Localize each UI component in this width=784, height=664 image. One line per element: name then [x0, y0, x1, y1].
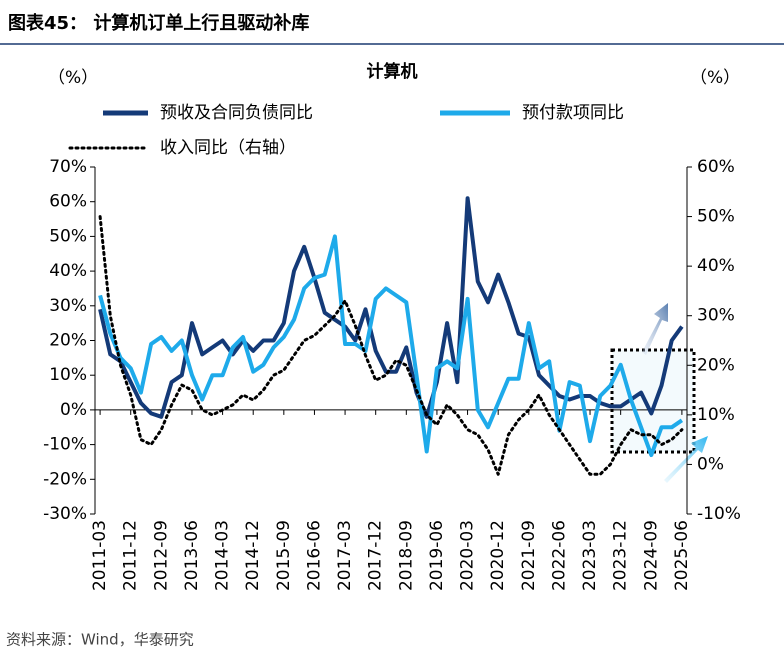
y-tick-label: 50% [49, 226, 87, 246]
legend-label: 收入同比（右轴） [160, 138, 296, 158]
x-tick-label: 2020-03 [458, 520, 478, 591]
y2-tick-label: -10% [697, 504, 741, 524]
y2-axis-label: （%） [690, 68, 740, 88]
x-tick-label: 2012-09 [151, 520, 171, 591]
y2-tick-label: 10% [697, 405, 735, 425]
x-tick-label: 2017-12 [366, 520, 386, 591]
x-tick-label: 2022-06 [549, 520, 569, 591]
y-tick-label: 0% [60, 400, 87, 420]
series-line [98, 196, 684, 419]
x-tick-label: 2025-06 [672, 520, 692, 591]
y-tick-label: -10% [43, 435, 87, 455]
legend-label: 预付款项同比 [522, 103, 624, 123]
y2-tick-label: 20% [697, 355, 735, 375]
x-tick-label: 2014-12 [243, 520, 263, 591]
arrow-up [642, 303, 668, 355]
x-tick-label: 2023-03 [580, 520, 600, 591]
x-tick-label: 2019-06 [427, 520, 447, 591]
y-tick-label: 60% [49, 192, 87, 212]
x-tick-label: 2021-09 [519, 520, 539, 591]
chart-title: 计算机 [367, 61, 418, 82]
y2-tick-label: 50% [697, 207, 735, 227]
series-line [98, 215, 684, 476]
x-tick-label: 2016-06 [304, 520, 324, 591]
y2-tick-label: 30% [697, 306, 735, 326]
legend-label: 预收及合同负债同比 [160, 103, 313, 123]
arrow-up [664, 436, 708, 483]
x-tick-label: 2015-09 [274, 520, 294, 591]
y-tick-label: -20% [43, 469, 87, 489]
x-tick-label: 2013-06 [182, 520, 202, 591]
y2-tick-label: 40% [697, 256, 735, 276]
x-tick-label: 2011-12 [121, 520, 141, 591]
y-axis-label: （%） [48, 68, 98, 88]
y-tick-label: 40% [49, 261, 87, 281]
x-tick-label: 2023-12 [611, 520, 631, 591]
x-tick-label: 2014-03 [213, 520, 233, 591]
source: 资料来源：Wind，华泰研究 [6, 631, 194, 649]
y-tick-label: 70% [49, 157, 87, 177]
x-tick-label: 2017-03 [335, 520, 355, 591]
y-tick-label: -30% [43, 504, 87, 524]
page-title: 图表45： 计算机订单上行且驱动补库 [8, 12, 309, 34]
series-line [98, 234, 684, 457]
x-tick-label: 2011-03 [90, 520, 110, 591]
x-tick-label: 2018-09 [396, 520, 416, 591]
y2-tick-label: 60% [697, 157, 735, 177]
x-tick-label: 2020-12 [488, 520, 508, 591]
x-tick-label: 2024-09 [641, 520, 661, 591]
y-tick-label: 10% [49, 365, 87, 385]
y-tick-label: 30% [49, 296, 87, 316]
y2-tick-label: 0% [697, 454, 724, 474]
y-tick-label: 20% [49, 331, 87, 351]
